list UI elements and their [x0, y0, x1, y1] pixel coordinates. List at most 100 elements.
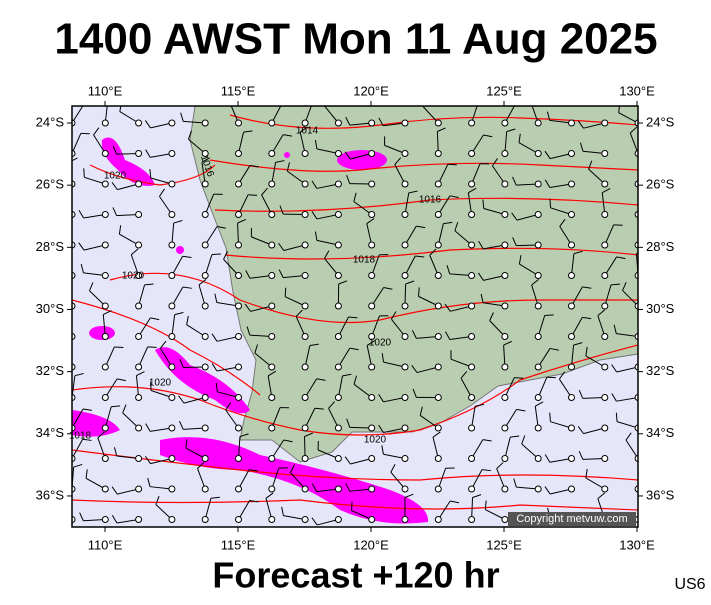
station: [602, 120, 608, 126]
isobar-label: 1020: [149, 378, 172, 389]
station: [169, 273, 175, 279]
station: [302, 456, 308, 462]
station: [269, 120, 275, 126]
station: [402, 425, 408, 431]
station: [269, 273, 275, 279]
station: [469, 303, 475, 309]
station: [136, 486, 142, 492]
station: [102, 334, 108, 340]
station: [469, 364, 475, 370]
station: [269, 517, 275, 523]
station: [402, 212, 408, 218]
station: [136, 151, 142, 157]
station: [102, 456, 108, 462]
station: [502, 273, 508, 279]
station: [469, 456, 475, 462]
station: [136, 395, 142, 401]
station: [502, 303, 508, 309]
station: [602, 242, 608, 248]
station: [402, 456, 408, 462]
station: [335, 303, 341, 309]
station: [535, 181, 541, 187]
station: [169, 181, 175, 187]
barb-flag: [45, 273, 50, 280]
lat-label: 24°S: [646, 114, 675, 129]
lat-label: 28°S: [646, 239, 675, 254]
station: [569, 212, 575, 218]
lon-label: 110°E: [88, 83, 123, 98]
station: [169, 425, 175, 431]
station: [236, 456, 242, 462]
station: [302, 334, 308, 340]
station: [269, 303, 275, 309]
station: [602, 181, 608, 187]
station: [202, 212, 208, 218]
barb-flag: [61, 341, 67, 348]
station: [335, 120, 341, 126]
station: [402, 334, 408, 340]
station: [169, 395, 175, 401]
station: [569, 334, 575, 340]
station: [236, 364, 242, 370]
station: [535, 303, 541, 309]
barb-flag: [516, 104, 525, 105]
lon-label: 125°E: [486, 537, 522, 552]
isobar-label: 1018: [353, 255, 376, 266]
station: [402, 242, 408, 248]
station: [502, 456, 508, 462]
barb-flag: [550, 199, 551, 208]
station: [535, 456, 541, 462]
station: [435, 151, 441, 157]
station: [236, 425, 242, 431]
barb-flag: [545, 315, 554, 316]
station: [602, 212, 608, 218]
station: [335, 212, 341, 218]
station: [402, 517, 408, 523]
barb-flag: [514, 378, 523, 379]
station: [602, 303, 608, 309]
station: [136, 181, 142, 187]
isobar-label: 1014: [296, 126, 319, 137]
station: [502, 425, 508, 431]
station: [102, 151, 108, 157]
product-code: US6: [674, 576, 705, 593]
station: [435, 334, 441, 340]
station: [335, 486, 341, 492]
barb-flag: [640, 465, 649, 467]
station: [469, 151, 475, 157]
station: [302, 181, 308, 187]
station: [102, 486, 108, 492]
barb-flag: [616, 413, 617, 422]
barb-flag: [282, 104, 291, 105]
station: [435, 212, 441, 218]
station: [569, 395, 575, 401]
station: [535, 242, 541, 248]
station: [302, 486, 308, 492]
station: [169, 486, 175, 492]
station: [136, 242, 142, 248]
station: [102, 425, 108, 431]
station: [435, 120, 441, 126]
lon-label: 130°E: [619, 83, 655, 98]
station: [535, 425, 541, 431]
station: [569, 181, 575, 187]
station: [435, 242, 441, 248]
lat-label: 34°S: [36, 425, 65, 440]
station: [502, 486, 508, 492]
station: [469, 273, 475, 279]
lon-label: 115°E: [221, 83, 256, 98]
station: [269, 212, 275, 218]
lat-label: 28°S: [36, 239, 65, 254]
station: [369, 517, 375, 523]
lat-label: 34°S: [646, 425, 675, 440]
station: [602, 151, 608, 157]
station: [169, 151, 175, 157]
station: [369, 242, 375, 248]
station: [102, 181, 108, 187]
station: [236, 486, 242, 492]
lat-label: 30°S: [36, 301, 65, 316]
station: [236, 517, 242, 523]
station: [369, 425, 375, 431]
station: [236, 395, 242, 401]
station: [102, 364, 108, 370]
